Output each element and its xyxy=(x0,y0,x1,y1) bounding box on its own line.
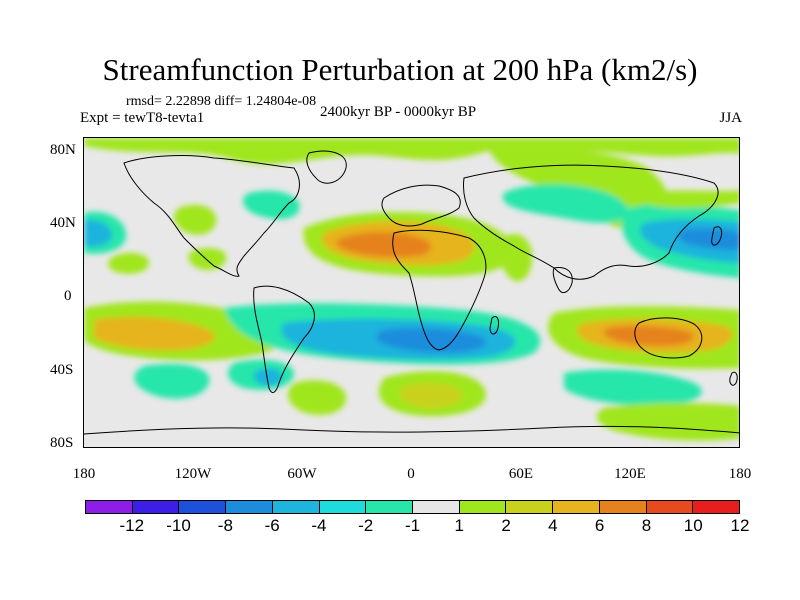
colorbar-swatch xyxy=(273,501,320,513)
colorbar-swatch xyxy=(693,501,739,513)
season-label: JJA xyxy=(719,110,742,127)
y-label-40n: 40N xyxy=(50,215,76,232)
colorbar-label: 6 xyxy=(595,516,604,536)
colorbar-label: -12 xyxy=(119,516,144,536)
x-label-180e: 180 xyxy=(729,466,752,483)
y-label-0: 0 xyxy=(64,288,72,305)
colorbar-label: 10 xyxy=(684,516,703,536)
colorbar xyxy=(85,500,740,514)
colorbar-swatch xyxy=(133,501,180,513)
east-asia-green xyxy=(639,190,740,208)
x-label-60e: 60E xyxy=(509,466,533,483)
colorbar-label: 12 xyxy=(731,516,750,536)
colorbar-label: -10 xyxy=(166,516,191,536)
colorbar-swatch xyxy=(553,501,600,513)
colorbar-label: 2 xyxy=(501,516,510,536)
north-pacific-green xyxy=(108,253,149,274)
colorbar-swatch xyxy=(86,501,133,513)
x-label-180w: 180 xyxy=(73,466,96,483)
colorbar-swatch xyxy=(647,501,694,513)
colorbar-label: -1 xyxy=(405,516,420,536)
colorbar-swatch xyxy=(366,501,413,513)
map-svg xyxy=(84,138,740,448)
x-label-0: 0 xyxy=(407,466,415,483)
colorbar-swatch xyxy=(179,501,226,513)
colorbar-swatch xyxy=(320,501,367,513)
colorbar-label: -6 xyxy=(265,516,280,536)
y-label-80n: 80N xyxy=(50,142,76,159)
x-label-120e: 120E xyxy=(614,466,646,483)
colorbar-label: -8 xyxy=(218,516,233,536)
stats-label: rmsd= 2.22898 diff= 1.24804e-08 xyxy=(126,94,316,110)
colorbar-label: 1 xyxy=(455,516,464,536)
colorbar-label: 8 xyxy=(642,516,651,536)
x-label-60w: 60W xyxy=(287,466,316,483)
colorbar-label: -2 xyxy=(358,516,373,536)
map-plot xyxy=(83,137,740,448)
colorbar-swatch xyxy=(413,501,460,513)
colorbar-swatch xyxy=(600,501,647,513)
colorbar-swatch xyxy=(226,501,273,513)
colorbar-label: -4 xyxy=(311,516,326,536)
colorbar-swatch xyxy=(460,501,507,513)
colorbar-swatch xyxy=(506,501,553,513)
colorbar-label: 4 xyxy=(548,516,557,536)
page-title: Streamfunction Perturbation at 200 hPa (… xyxy=(0,52,800,88)
y-label-80s: 80S xyxy=(50,435,73,452)
x-label-120w: 120W xyxy=(175,466,212,483)
period-label: 2400kyr BP - 0000kyr BP xyxy=(320,104,476,121)
experiment-label: Expt = tewT8-tevta1 xyxy=(80,110,204,127)
y-label-40s: 40S xyxy=(50,362,73,379)
